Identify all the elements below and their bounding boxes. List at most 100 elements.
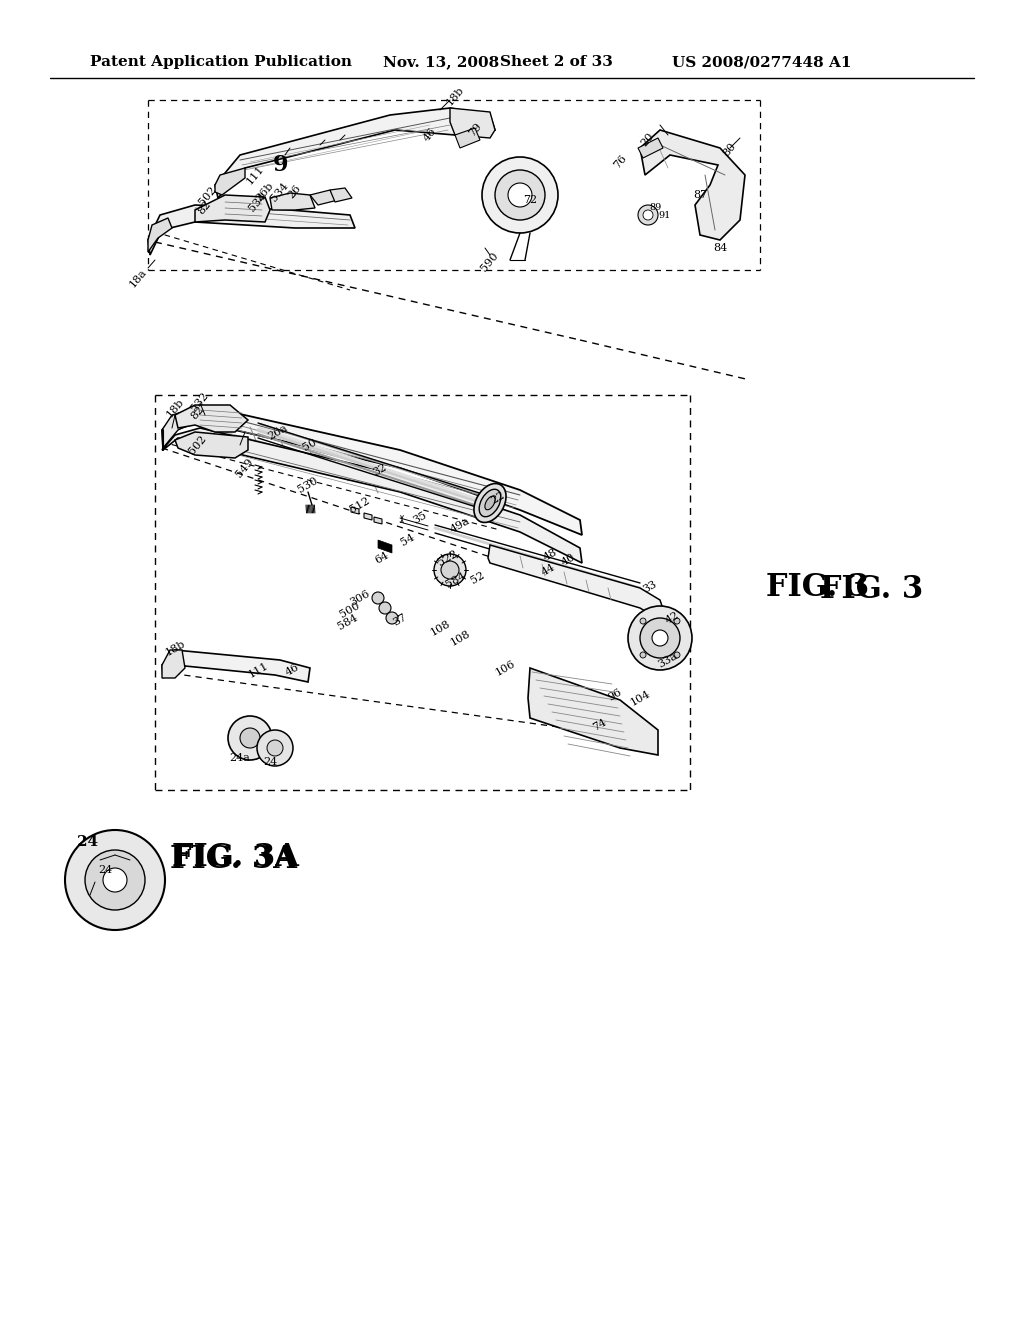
Text: 40: 40: [559, 552, 577, 568]
Polygon shape: [148, 205, 355, 255]
Text: 96: 96: [606, 688, 624, 702]
Text: 18a: 18a: [127, 267, 148, 289]
Polygon shape: [330, 187, 352, 202]
Text: 530: 530: [296, 475, 319, 495]
Polygon shape: [215, 168, 245, 195]
Text: 522: 522: [436, 548, 460, 568]
Polygon shape: [175, 405, 248, 432]
Polygon shape: [640, 129, 745, 240]
Text: 306: 306: [348, 589, 372, 607]
Text: 72: 72: [523, 195, 537, 205]
Text: 534: 534: [248, 190, 268, 214]
Text: 46: 46: [422, 127, 438, 144]
Text: 49a: 49a: [449, 515, 471, 535]
Text: 24: 24: [263, 756, 278, 767]
Polygon shape: [162, 428, 582, 564]
Polygon shape: [455, 128, 480, 148]
Circle shape: [674, 652, 680, 657]
Polygon shape: [195, 195, 270, 222]
Text: 87: 87: [693, 190, 707, 201]
Text: 584: 584: [444, 570, 468, 590]
Text: FIG. 3A: FIG. 3A: [172, 842, 299, 874]
Text: 50: 50: [301, 437, 318, 453]
Text: 46: 46: [284, 663, 301, 678]
Polygon shape: [638, 139, 663, 158]
Ellipse shape: [479, 490, 501, 516]
Circle shape: [643, 210, 653, 220]
Text: 111: 111: [246, 660, 269, 680]
Text: Nov. 13, 2008: Nov. 13, 2008: [383, 55, 500, 69]
Circle shape: [372, 591, 384, 605]
Circle shape: [240, 729, 260, 748]
Polygon shape: [488, 545, 665, 620]
Circle shape: [65, 830, 165, 931]
Polygon shape: [162, 405, 582, 535]
Text: 22: 22: [489, 490, 507, 506]
Text: 108: 108: [449, 628, 472, 648]
Ellipse shape: [474, 483, 506, 523]
Text: 64: 64: [374, 550, 391, 566]
Polygon shape: [270, 193, 315, 210]
Circle shape: [638, 205, 658, 224]
Circle shape: [640, 652, 646, 657]
Text: 35: 35: [412, 510, 429, 525]
Text: FIG. 3: FIG. 3: [766, 573, 869, 603]
Circle shape: [508, 183, 532, 207]
Text: 584: 584: [336, 612, 359, 632]
Circle shape: [482, 157, 558, 234]
Text: 26a: 26a: [266, 422, 290, 442]
Text: 26b: 26b: [254, 181, 275, 203]
Circle shape: [652, 630, 668, 645]
Text: 24a: 24a: [229, 752, 251, 763]
Text: US 2008/0277448 A1: US 2008/0277448 A1: [672, 55, 852, 69]
Text: 512: 512: [348, 495, 372, 515]
Polygon shape: [148, 218, 172, 252]
Text: 82: 82: [189, 404, 207, 421]
Polygon shape: [374, 517, 382, 524]
Circle shape: [257, 730, 293, 766]
Text: 89: 89: [649, 202, 662, 211]
Text: 84: 84: [713, 243, 727, 253]
Circle shape: [267, 741, 283, 756]
Text: 33: 33: [641, 579, 658, 595]
Circle shape: [640, 618, 646, 624]
Text: 74: 74: [592, 717, 608, 733]
Text: 33a: 33a: [656, 651, 680, 669]
Polygon shape: [162, 649, 310, 682]
Text: 534: 534: [269, 181, 291, 203]
Text: 106: 106: [494, 659, 517, 677]
Text: Patent Application Publication: Patent Application Publication: [90, 55, 352, 69]
Polygon shape: [364, 513, 372, 520]
Text: 502: 502: [187, 433, 209, 457]
Text: 79: 79: [467, 121, 483, 139]
Text: 54: 54: [399, 532, 417, 548]
Text: 80: 80: [722, 141, 738, 158]
Text: 104: 104: [629, 688, 651, 708]
Text: 590: 590: [479, 251, 501, 273]
Polygon shape: [215, 108, 495, 198]
Ellipse shape: [485, 496, 496, 510]
Text: 20: 20: [640, 131, 656, 149]
Circle shape: [103, 869, 127, 892]
Text: 37: 37: [391, 612, 409, 628]
Text: 52: 52: [469, 570, 486, 586]
Circle shape: [85, 850, 145, 909]
Text: FIG. 3: FIG. 3: [820, 574, 924, 606]
Polygon shape: [162, 649, 185, 678]
Text: 9: 9: [272, 154, 288, 176]
Text: 48: 48: [542, 546, 559, 562]
Circle shape: [434, 554, 466, 586]
Circle shape: [386, 612, 398, 624]
Text: Sheet 2 of 33: Sheet 2 of 33: [500, 55, 613, 69]
Circle shape: [640, 618, 680, 657]
Text: 32: 32: [372, 462, 389, 478]
Polygon shape: [162, 411, 195, 447]
Text: 76: 76: [611, 153, 629, 170]
Text: 502: 502: [198, 185, 219, 207]
Circle shape: [228, 715, 272, 760]
Polygon shape: [528, 668, 658, 755]
Text: 24: 24: [78, 836, 98, 849]
Text: 500: 500: [338, 601, 361, 619]
Text: 42: 42: [664, 610, 681, 626]
Text: 108: 108: [428, 618, 452, 638]
